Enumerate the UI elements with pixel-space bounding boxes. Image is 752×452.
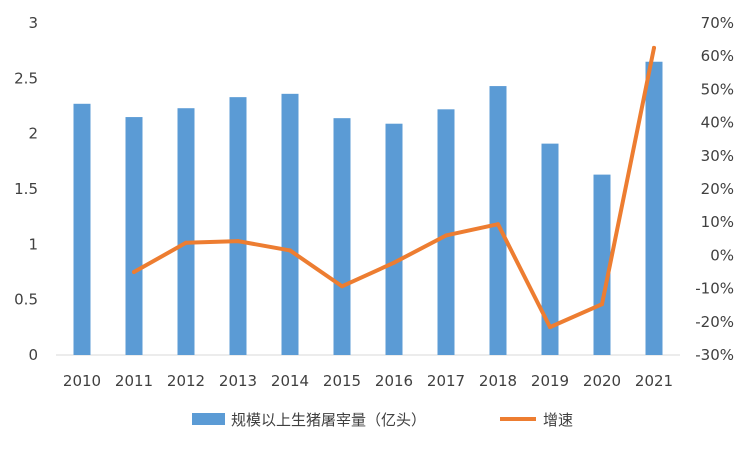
x-axis-tick-label: 2011 [115, 372, 153, 390]
line-point [288, 248, 292, 253]
legend-swatch-bar [192, 413, 225, 425]
legend-label-bar: 规模以上生猪屠宰量（亿头） [231, 411, 426, 429]
line-point [392, 260, 396, 265]
line-point [600, 302, 604, 307]
left-axis-tick-label: 0.5 [14, 291, 38, 309]
x-axis-tick-label: 2018 [479, 372, 517, 390]
right-axis-tick-label: 60% [701, 47, 734, 65]
bar [489, 86, 507, 355]
right-axis-tick-label: -20% [695, 313, 734, 331]
x-axis-tick-label: 2016 [375, 372, 413, 390]
bar [437, 109, 455, 355]
line-series [132, 45, 656, 330]
bar [125, 117, 143, 355]
line-point [496, 222, 500, 227]
line-point [236, 239, 240, 244]
x-axis-tick-label: 2017 [427, 372, 465, 390]
line-point [548, 325, 552, 330]
bar [645, 61, 663, 355]
line-point [132, 270, 136, 274]
bar [229, 97, 247, 355]
x-axis-tick-label: 2013 [219, 372, 257, 390]
legend: 规模以上生猪屠宰量（亿头） 增速 [192, 411, 573, 429]
x-axis-tick-label: 2020 [583, 372, 621, 390]
bar [541, 143, 559, 355]
bar-series [73, 61, 663, 356]
x-axis-tick-label: 2015 [323, 372, 361, 390]
right-axis-tick-label: 0% [710, 246, 734, 264]
right-axis-tick-label: 10% [701, 213, 734, 231]
right-axis-tick-label: -30% [695, 346, 734, 364]
bar [593, 174, 611, 355]
line-point [340, 284, 344, 289]
bar [281, 93, 299, 356]
x-axis-tick-label: 2010 [63, 372, 101, 390]
left-axis-tick-label: 2.5 [14, 69, 38, 87]
right-axis-ticks: -30% -20% -10% 0% 10% 20% 30% 40% 50% 60% 70% [695, 14, 734, 364]
x-axis-tick-label: 2014 [271, 372, 309, 390]
left-axis-tick-label: 1 [28, 235, 38, 253]
legend-label-line: 增速 [543, 411, 573, 429]
right-axis-tick-label: 40% [701, 114, 734, 132]
left-axis-ticks: 0 0.5 1 1.5 2 2.5 3 [14, 14, 38, 364]
line-point [444, 233, 448, 238]
bar [333, 118, 351, 355]
left-axis-tick-label: 0 [28, 346, 38, 364]
x-axis-labels: 2010 2011 2012 2013 2014 2015 2016 2017 2018 2019… [63, 372, 673, 390]
bar [73, 103, 91, 355]
x-axis-tick-label: 2021 [635, 372, 673, 390]
right-axis-tick-label: 30% [701, 147, 734, 165]
bar [177, 108, 195, 355]
line-point [652, 45, 656, 50]
left-axis-tick-label: 1.5 [14, 180, 38, 198]
right-axis-tick-label: 20% [701, 180, 734, 198]
left-axis-tick-label: 3 [28, 14, 38, 32]
x-axis-tick-label: 2019 [531, 372, 569, 390]
right-axis-tick-label: -10% [695, 280, 734, 298]
right-axis-tick-label: 50% [701, 80, 734, 98]
line-point [184, 240, 188, 245]
left-axis-tick-label: 2 [28, 125, 38, 143]
x-axis-tick-label: 2012 [167, 372, 205, 390]
bar [385, 123, 403, 355]
right-axis-tick-label: 70% [701, 14, 734, 32]
